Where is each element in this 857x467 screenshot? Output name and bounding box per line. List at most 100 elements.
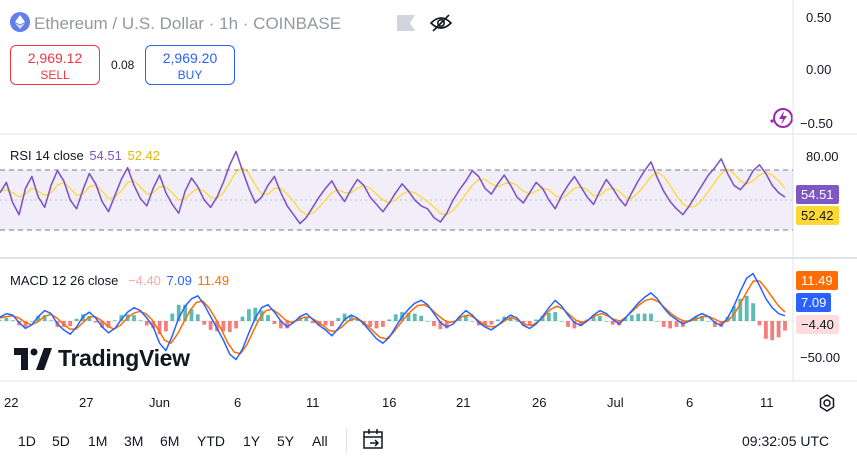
macd-histogram-bar <box>604 321 609 322</box>
price-axis-tick: −0.50 <box>800 116 833 131</box>
macd-histogram-bar <box>642 313 647 321</box>
rsi-line <box>0 150 786 225</box>
range-all[interactable]: All <box>312 433 328 449</box>
macd-histogram-bar <box>547 312 551 321</box>
macd-histogram-bar <box>515 321 519 322</box>
buy-price: 2,969.20 <box>162 50 218 66</box>
hide-eye-icon[interactable] <box>429 14 453 37</box>
rsi-title: RSI 14 close 54.51 52.42 <box>10 148 160 163</box>
macd-histogram-bar <box>336 318 341 321</box>
macd-histogram-bar <box>406 312 411 321</box>
macd-histogram-bar <box>151 321 156 329</box>
macd-histogram-bar <box>23 321 28 327</box>
macd-line-tag: 7.09 <box>796 293 832 312</box>
time-axis-tick: Jun <box>149 395 170 410</box>
macd-histogram-bar <box>738 298 743 321</box>
buy-button[interactable]: 2,969.20 BUY <box>145 45 235 85</box>
time-axis-tick: 11 <box>760 395 774 410</box>
macd-histogram-bar <box>132 315 136 321</box>
macd-histogram-bar <box>221 321 226 332</box>
macd-histogram-bar <box>87 315 92 321</box>
macd-histogram-bar <box>674 321 679 327</box>
macd-histogram-bar <box>572 321 577 329</box>
time-axis-tick: 11 <box>306 395 320 410</box>
rsi-ma-line <box>0 167 786 216</box>
macd-histogram-bar <box>170 313 175 321</box>
macd-histogram-bar <box>623 318 628 321</box>
macd-histogram-bar <box>764 321 768 339</box>
macd-histogram-bar <box>36 315 41 321</box>
goto-date-calendar-icon[interactable] <box>362 428 386 457</box>
settings-gear-icon[interactable] <box>817 393 837 418</box>
macd-histogram-bar <box>432 321 436 327</box>
ethereum-icon <box>10 12 30 32</box>
macd-histogram-bar <box>559 321 564 322</box>
macd-histogram-bar <box>93 321 98 323</box>
clock-timezone[interactable]: 09:32:05 UTC <box>742 433 830 449</box>
macd-histogram-bar <box>144 321 149 326</box>
macd-histogram-bar <box>578 321 583 327</box>
rsi-ma-price-tag: 52.42 <box>796 206 839 225</box>
macd-histogram-bar <box>668 321 672 329</box>
range-1m[interactable]: 1M <box>88 433 108 449</box>
range-6m[interactable]: 6M <box>160 433 180 449</box>
macd-line-value: 7.09 <box>166 273 192 288</box>
time-axis-tick: 21 <box>456 395 471 410</box>
macd-histogram-bar <box>393 314 398 321</box>
macd-histogram-bar <box>323 321 328 326</box>
toolbar-divider <box>346 428 347 454</box>
rsi-ma-value: 52.42 <box>127 148 161 163</box>
rsi-label[interactable]: RSI 14 close <box>10 148 84 163</box>
macd-histogram-bar <box>566 321 570 327</box>
macd-histogram-bar <box>49 320 53 321</box>
macd-label[interactable]: MACD 12 26 close <box>10 273 119 288</box>
macd-histogram-bar <box>10 320 15 321</box>
macd-histogram-bar <box>202 321 207 325</box>
macd-histogram-bar <box>776 321 781 338</box>
time-axis-tick: 27 <box>79 395 94 410</box>
macd-histogram-bar <box>636 313 641 321</box>
macd-histogram-bar <box>234 321 238 329</box>
lightning-icon[interactable] <box>767 105 795 136</box>
macd-histogram-bar <box>387 319 392 321</box>
range-5y[interactable]: 5Y <box>277 433 295 449</box>
macd-histogram-bar <box>304 317 309 321</box>
macd-histogram-bar <box>381 321 385 327</box>
macd-histogram-bar <box>272 321 277 324</box>
range-5d[interactable]: 5D <box>52 433 70 449</box>
macd-histogram-bar <box>215 321 219 332</box>
macd-histogram-bar <box>278 321 283 329</box>
macd-histogram-bar <box>119 315 124 321</box>
price-axis-tick: 0.00 <box>806 62 832 77</box>
macd-histogram-bar <box>534 319 538 321</box>
tradingview-logo[interactable]: TradingView <box>14 345 190 372</box>
macd-histogram-bar <box>4 318 9 321</box>
macd-histogram-bar <box>591 316 596 321</box>
macd-histogram-bar <box>240 316 245 321</box>
macd-histogram-bar <box>374 321 379 329</box>
macd-histogram-bar <box>106 321 111 328</box>
rsi-value: 54.51 <box>89 148 122 163</box>
macd-histogram-bar <box>661 321 666 327</box>
range-ytd[interactable]: YTD <box>197 433 225 449</box>
time-axis-tick: Jul <box>607 395 624 410</box>
range-1y[interactable]: 1Y <box>243 433 261 449</box>
sell-label: SELL <box>40 68 70 82</box>
symbol-title[interactable]: Ethereum / U.S. Dollar · 1h · COINBASE <box>34 14 342 33</box>
macd-histogram-bar <box>330 321 334 327</box>
time-axis-tick: 6 <box>686 395 694 410</box>
range-3m[interactable]: 3M <box>124 433 144 449</box>
sell-button[interactable]: 2,969.12 SELL <box>10 45 100 85</box>
macd-histogram-bar <box>438 321 443 330</box>
rsi-price-tag: 54.51 <box>796 185 839 204</box>
macd-histogram-bar <box>266 315 270 321</box>
macd-histogram-bar <box>444 321 449 329</box>
spread-value: 0.08 <box>111 58 135 72</box>
flag-icon[interactable] <box>397 15 415 36</box>
macd-signal-value: 11.49 <box>197 273 230 288</box>
price-axis-tick: 0.50 <box>806 10 832 25</box>
macd-hist-value: −4.40 <box>128 273 161 288</box>
range-1d[interactable]: 1D <box>18 433 36 449</box>
macd-histogram-bar <box>349 315 353 321</box>
